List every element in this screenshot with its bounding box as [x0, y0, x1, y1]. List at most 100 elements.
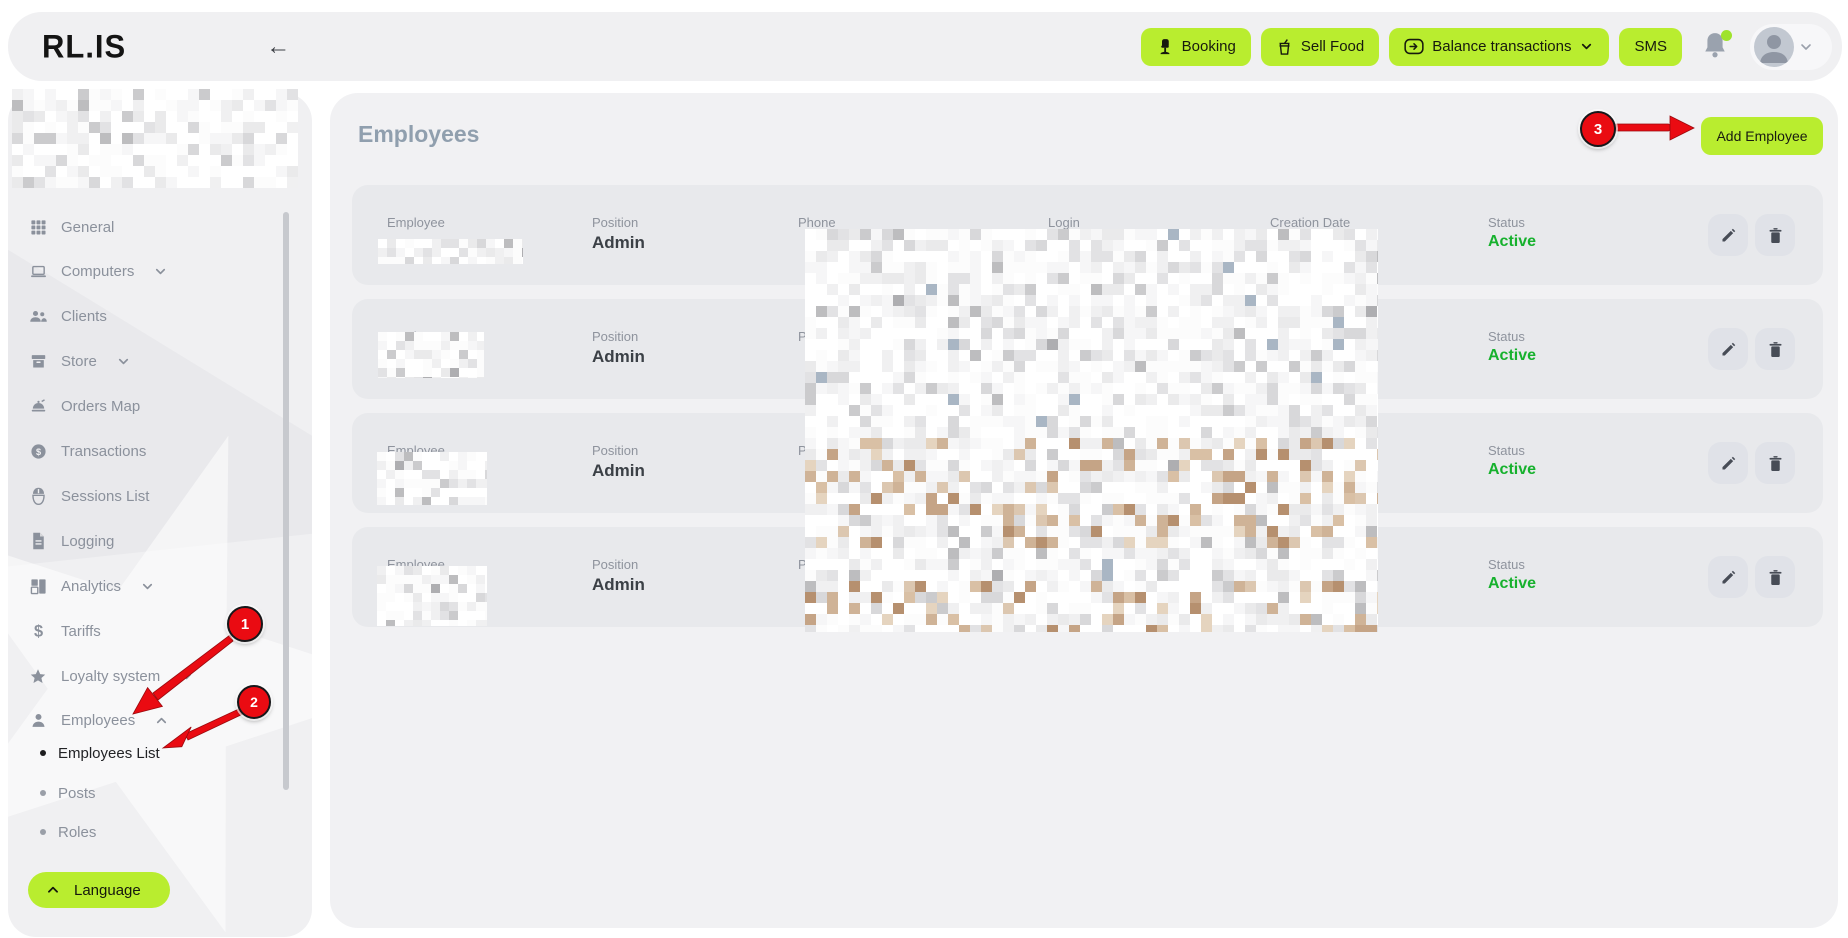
sidebar-subitem-posts[interactable]: Posts	[40, 780, 96, 806]
status-column-label: Status	[1488, 215, 1525, 230]
redacted-employee-name	[378, 332, 484, 378]
trash-icon	[1768, 227, 1783, 244]
position-column-label: Position	[592, 443, 639, 458]
page-title: Employees	[358, 121, 480, 147]
edit-employee-button[interactable]	[1708, 556, 1748, 598]
edit-employee-button[interactable]	[1708, 328, 1748, 370]
chevron-down-icon	[1801, 43, 1811, 50]
header-actions: Booking Sell Food Balance transactions SMS	[1140, 23, 1832, 70]
employee-column-label: Employee	[387, 215, 445, 230]
star-icon	[28, 668, 48, 685]
sidebar-subitem-roles[interactable]: Roles	[40, 819, 96, 845]
sidebar-item-label: Orders Map	[61, 397, 141, 415]
store-icon	[28, 353, 48, 370]
chart-icon	[28, 578, 48, 595]
edit-employee-button[interactable]	[1708, 214, 1748, 256]
button-label: SMS	[1634, 38, 1667, 55]
document-icon	[28, 532, 48, 550]
delete-employee-button[interactable]	[1755, 556, 1795, 598]
cup-icon	[1276, 38, 1293, 56]
delete-employee-button[interactable]	[1755, 214, 1795, 256]
sidebar-item-sessions-list[interactable]: Sessions List	[28, 481, 149, 511]
bullet-icon	[40, 829, 46, 835]
annotation-marker-2: 2	[237, 685, 271, 719]
sidebar-item-analytics[interactable]: Analytics	[28, 571, 155, 601]
annotation-marker-1: 1	[227, 606, 263, 642]
position-value: Admin	[592, 575, 645, 594]
status-column-label: Status	[1488, 557, 1525, 572]
sidebar-item-label: Sessions List	[61, 487, 150, 505]
mouse-icon	[28, 487, 48, 505]
sms-button[interactable]: SMS	[1619, 27, 1682, 66]
status-badge: Active	[1488, 461, 1537, 478]
grid-icon	[28, 219, 48, 236]
status-column-label: Status	[1488, 329, 1525, 344]
laptop-icon	[28, 263, 48, 280]
sidebar-item-label: Tariffs	[61, 622, 101, 640]
sidebar-item-employees[interactable]: Employees	[28, 705, 169, 735]
card-icon	[1404, 38, 1424, 55]
status-badge: Active	[1488, 347, 1537, 364]
chevron-down-icon	[142, 583, 153, 589]
position-value: Admin	[592, 461, 645, 480]
sidebar-item-loyalty-system[interactable]: Loyalty system	[28, 661, 194, 691]
pencil-icon	[1720, 227, 1737, 244]
sidebar-subitem-label: Employees List	[58, 744, 160, 762]
redacted-employee-name	[377, 452, 487, 505]
balance-transactions-button[interactable]: Balance transactions	[1389, 27, 1610, 66]
sidebar-subitem-employees-list[interactable]: Employees List	[40, 740, 160, 766]
redacted-club-logo	[12, 89, 298, 188]
sidebar-item-transactions[interactable]: $ Transactions	[28, 436, 146, 466]
sidebar-item-label: Logging	[61, 532, 115, 550]
delete-employee-button[interactable]	[1755, 442, 1795, 484]
sidebar-item-computers[interactable]: Computers	[28, 256, 168, 286]
redacted-employee-name	[377, 566, 487, 626]
notification-bell-icon[interactable]	[1702, 29, 1732, 64]
bell-glyph	[1705, 32, 1725, 57]
sell-food-button[interactable]: Sell Food	[1260, 27, 1380, 66]
edit-employee-button[interactable]	[1708, 442, 1748, 484]
delete-employee-button[interactable]	[1755, 328, 1795, 370]
add-employee-button[interactable]: Add Employee	[1701, 117, 1823, 155]
login-column-label: Login	[1048, 215, 1080, 230]
language-button-label: Language	[74, 881, 141, 899]
position-value: Admin	[592, 347, 645, 366]
chevron-up-icon	[157, 717, 167, 723]
svg-text:$: $	[33, 623, 42, 640]
status-badge: Active	[1488, 233, 1537, 250]
sidebar-item-label: General	[61, 218, 115, 236]
sidebar-item-label: Analytics	[61, 577, 122, 595]
sidebar-item-orders-map[interactable]: Orders Map	[28, 391, 140, 421]
back-arrow-icon[interactable]: ←	[266, 32, 291, 60]
app-header: RL.IS ← Booking Sell Food Balance transact…	[8, 12, 1842, 81]
chevron-down-icon	[1582, 43, 1592, 50]
sidebar-item-store[interactable]: Store	[28, 346, 131, 376]
user-icon	[28, 712, 48, 729]
chevron-down-icon	[182, 673, 192, 679]
creation-date-column-label: Creation Date	[1270, 215, 1351, 230]
sidebar-item-general[interactable]: General	[28, 212, 114, 242]
chevron-down-icon	[118, 358, 128, 364]
trash-icon	[1768, 569, 1783, 586]
language-button[interactable]: Language	[28, 872, 170, 908]
sidebar-item-label: Employees	[61, 711, 136, 729]
redacted-employee-name	[378, 239, 523, 264]
sidebar-item-label: Transactions	[61, 442, 147, 460]
status-column-label: Status	[1488, 443, 1525, 458]
sidebar-item-label: Store	[61, 352, 97, 370]
unread-badge	[1721, 29, 1732, 41]
sidebar-item-logging[interactable]: Logging	[28, 526, 114, 556]
position-column-label: Position	[592, 557, 639, 572]
sidebar-item-tariffs[interactable]: $ Tariffs	[28, 616, 101, 646]
phone-column-label: Phone	[798, 215, 836, 230]
position-column-label: Position	[592, 329, 639, 344]
user-menu[interactable]	[1750, 23, 1832, 70]
sidebar-item-clients[interactable]: Clients	[28, 301, 107, 331]
sidebar: General Computers Clients Store Orders Map $ T…	[8, 93, 312, 937]
position-value: Admin	[592, 233, 645, 252]
button-label: Sell Food	[1300, 38, 1365, 55]
chevron-down-icon	[156, 268, 166, 274]
redacted-contact-data	[805, 229, 1378, 632]
booking-button[interactable]: Booking	[1140, 27, 1251, 66]
sidebar-scrollbar[interactable]	[283, 212, 289, 790]
